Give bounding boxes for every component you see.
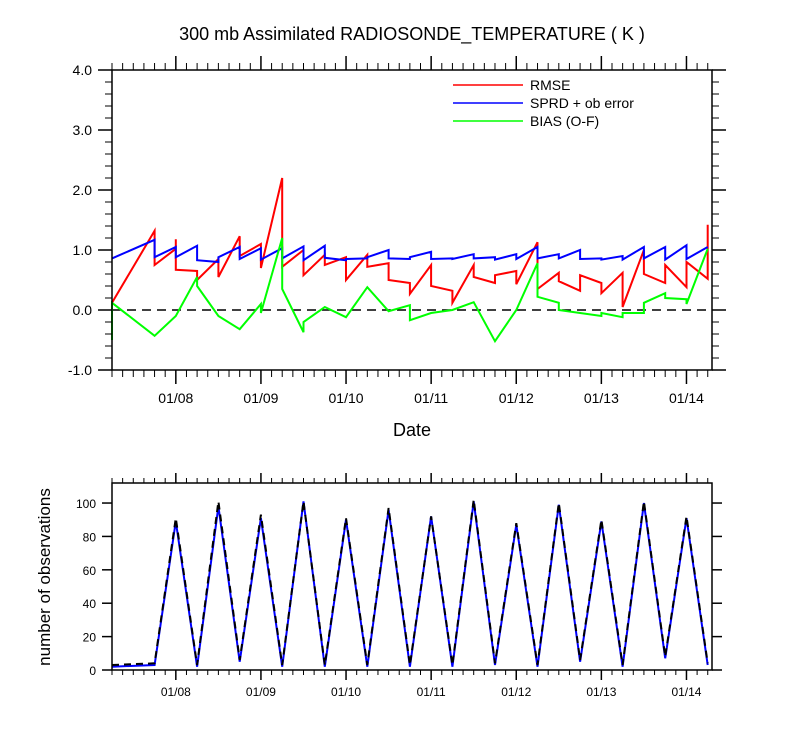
top-plot-frame <box>111 69 713 371</box>
chart-title: 300 mb Assimilated RADIOSONDE_TEMPERATUR… <box>179 24 645 45</box>
bottom-ytick-label: 100 <box>76 497 96 511</box>
bottom-date-tick-label: 01/08 <box>161 685 191 699</box>
top-date-tick-label: 01/09 <box>243 390 278 406</box>
bottom-series-layer <box>111 499 709 668</box>
top-date-tick-label: 01/14 <box>669 390 704 406</box>
bottom-date-tick-label: 01/13 <box>586 685 616 699</box>
legend-label-bias: BIAS (O-F) <box>530 113 599 129</box>
top-ytick-label: 4.0 <box>73 62 93 78</box>
top-date-tick-label: 01/13 <box>584 390 619 406</box>
x-axis-label: Date <box>393 420 431 440</box>
bottom-date-tick-label: 01/09 <box>246 685 276 699</box>
series-line-sprd-ob-error <box>111 238 709 264</box>
top-ytick-label: 3.0 <box>73 122 93 138</box>
bottom-ytick-label: 80 <box>83 530 97 544</box>
y-axis-label: number of observations <box>35 488 54 666</box>
top-axes-layer: -1.0 0.0 1.0 2.0 3.0 4.0 01/08 01/09 01/10 01/11 0… <box>68 56 726 406</box>
bottom-date-tick-label: 01/12 <box>501 685 531 699</box>
series-line-bias-o-f <box>111 237 709 344</box>
bottom-ytick-label: 40 <box>83 597 97 611</box>
bottom-ytick-label: 0 <box>89 664 96 678</box>
top-ytick-label: -1.0 <box>68 362 92 378</box>
bottom-axes-layer: 0 20 40 60 80 100 01/08 01/09 01/10 01/11 01/12 01/… <box>76 473 722 699</box>
top-date-tick-label: 01/08 <box>158 390 193 406</box>
legend: RMSE SPRD + ob error BIAS (O-F) <box>453 77 634 129</box>
legend-label-sprd: SPRD + ob error <box>530 95 634 111</box>
bottom-date-tick-label: 01/14 <box>671 685 701 699</box>
top-date-tick-label: 01/10 <box>329 390 364 406</box>
legend-label-rmse: RMSE <box>530 77 570 93</box>
bottom-plot-frame <box>111 482 713 671</box>
top-date-tick-label: 01/12 <box>499 390 534 406</box>
bottom-ytick-label: 60 <box>83 564 97 578</box>
bottom-date-tick-label: 01/10 <box>331 685 361 699</box>
top-ytick-label: 1.0 <box>73 242 93 258</box>
top-ytick-label: 0.0 <box>73 302 93 318</box>
top-series-layer <box>111 177 709 344</box>
bottom-date-tick-label: 01/11 <box>417 685 446 699</box>
bottom-ytick-label: 20 <box>83 631 97 645</box>
top-date-tick-label: 01/11 <box>414 390 448 406</box>
top-ytick-label: 2.0 <box>73 182 93 198</box>
series-line-rmse <box>111 177 709 308</box>
series-line-observations-total <box>111 499 709 666</box>
